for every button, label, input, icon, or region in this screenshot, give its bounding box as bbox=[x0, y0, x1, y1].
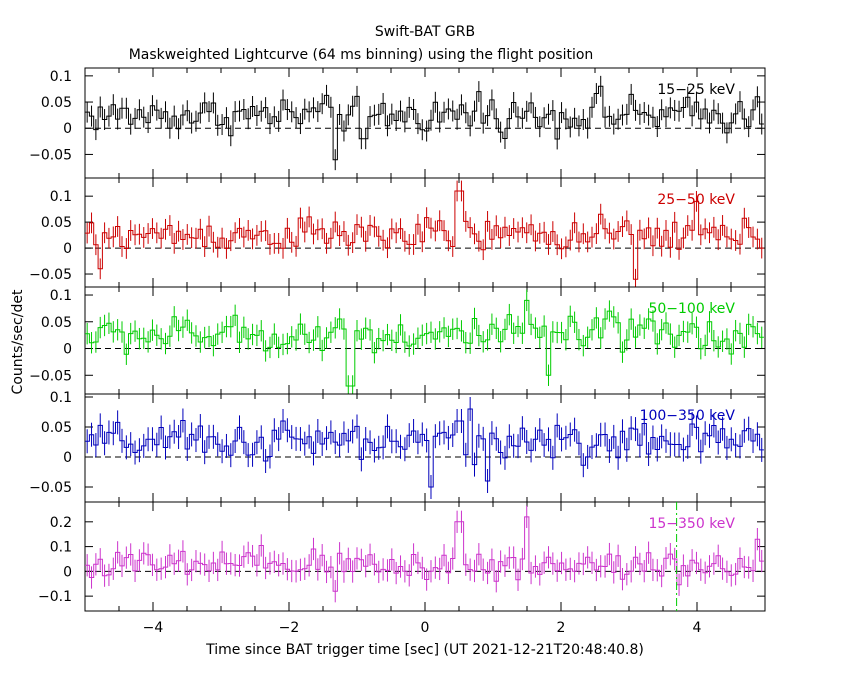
y-tick-label: 0 bbox=[63, 564, 72, 580]
error-bars bbox=[86, 75, 763, 171]
y-tick-label: −0.05 bbox=[29, 480, 72, 496]
band-label: 15−350 keV bbox=[648, 516, 735, 532]
y-tick-label: −0.05 bbox=[29, 368, 72, 384]
y-tick-label: 0.05 bbox=[41, 315, 72, 331]
panel-1: 0.1 0.05 0 −0.05 15−25 keV bbox=[29, 67, 766, 179]
x-tick-label: −4 bbox=[143, 620, 164, 636]
x-tick-label: 4 bbox=[693, 620, 702, 636]
y-tick-label: −0.05 bbox=[29, 267, 72, 283]
y-tick-label: 0 bbox=[63, 342, 72, 358]
band-label: 50−100 keV bbox=[648, 301, 735, 317]
y-tick-label: −0.1 bbox=[38, 589, 72, 605]
y-tick-label: 0 bbox=[63, 241, 72, 257]
error-bars bbox=[86, 180, 763, 287]
series-step-line bbox=[85, 190, 764, 280]
series-step-line bbox=[85, 408, 764, 488]
panels-group: 0.1 0.05 0 −0.05 15−25 keV 0.1 0.05 0 −0.05 25−50… bbox=[29, 67, 766, 612]
y-tick-label: 0 bbox=[63, 450, 72, 466]
error-bars bbox=[86, 397, 763, 499]
panel-4: 0.1 0.05 0 −0.05 100−350 keV bbox=[29, 390, 766, 503]
error-bars bbox=[86, 505, 763, 603]
band-label: 15−25 keV bbox=[657, 82, 735, 98]
y-axis-label: Counts/sec/det bbox=[10, 289, 26, 394]
x-axis-label: Time since BAT trigger time [sec] (UT 20… bbox=[205, 642, 644, 658]
band-label: 25−50 keV bbox=[657, 192, 735, 208]
y-tick-label: 0.2 bbox=[50, 515, 72, 531]
y-tick-label: 0.1 bbox=[50, 69, 72, 85]
y-tick-label: 0.1 bbox=[50, 189, 72, 205]
band-label: 100−350 keV bbox=[640, 408, 736, 424]
panel-5: 0.2 0.1 0 −0.1 15−350 keV bbox=[38, 501, 766, 612]
y-tick-label: 0.05 bbox=[41, 215, 72, 231]
panel-2: 0.1 0.05 0 −0.05 25−50 keV bbox=[29, 177, 766, 288]
panel-3: 0.1 0.05 0 −0.05 50−100 keV bbox=[29, 286, 766, 395]
series-step-line bbox=[85, 85, 764, 161]
error-bars bbox=[86, 289, 763, 394]
y-tick-label: 0.1 bbox=[50, 540, 72, 556]
figure-title: Swift-BAT GRB bbox=[375, 24, 475, 40]
y-tick-label: 0 bbox=[63, 121, 72, 137]
y-tick-label: −0.05 bbox=[29, 147, 72, 163]
series-step-line bbox=[85, 299, 764, 387]
y-tick-label: 0.1 bbox=[50, 288, 72, 304]
x-tick-label: 0 bbox=[421, 620, 430, 636]
y-tick-label: 0.05 bbox=[41, 420, 72, 436]
figure-subtitle: Maskweighted Lightcurve (64 ms binning) … bbox=[129, 47, 594, 63]
x-tick-label: 2 bbox=[557, 620, 566, 636]
y-tick-label: 0.05 bbox=[41, 95, 72, 111]
x-tick-labels: −4 −2 0 2 4 bbox=[143, 620, 702, 636]
x-tick-label: −2 bbox=[279, 620, 300, 636]
series-step-line bbox=[85, 516, 764, 592]
y-tick-label: 0.1 bbox=[50, 390, 72, 406]
